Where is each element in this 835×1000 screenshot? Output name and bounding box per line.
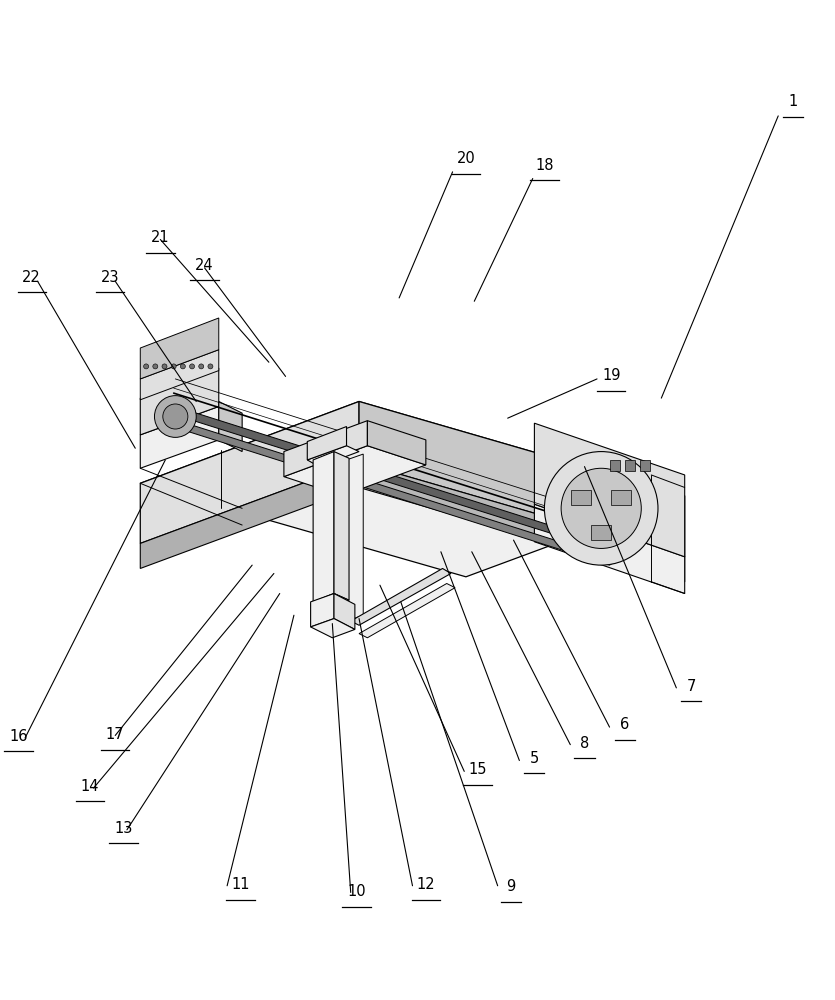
Polygon shape	[307, 446, 359, 467]
Circle shape	[153, 364, 158, 369]
Polygon shape	[347, 454, 363, 621]
Text: 24: 24	[195, 258, 214, 273]
Circle shape	[144, 364, 149, 369]
Text: 14: 14	[81, 779, 99, 794]
Circle shape	[544, 452, 658, 565]
Polygon shape	[359, 584, 455, 638]
Polygon shape	[140, 406, 219, 468]
Polygon shape	[140, 462, 359, 568]
Polygon shape	[140, 318, 219, 379]
Polygon shape	[351, 568, 451, 625]
Circle shape	[171, 364, 176, 369]
Text: 16: 16	[9, 729, 28, 744]
Polygon shape	[140, 401, 359, 543]
Circle shape	[208, 364, 213, 369]
Text: 5: 5	[529, 751, 539, 766]
Polygon shape	[311, 594, 334, 627]
Text: 18: 18	[535, 158, 554, 173]
Polygon shape	[167, 406, 618, 552]
Polygon shape	[140, 350, 219, 400]
Circle shape	[163, 404, 188, 429]
Polygon shape	[219, 401, 242, 452]
Polygon shape	[359, 462, 685, 582]
FancyBboxPatch shape	[640, 460, 650, 471]
FancyBboxPatch shape	[611, 490, 631, 505]
Text: 1: 1	[788, 94, 798, 109]
Polygon shape	[334, 594, 355, 629]
Polygon shape	[140, 368, 219, 435]
Polygon shape	[313, 452, 334, 602]
Polygon shape	[534, 504, 685, 594]
Text: 6: 6	[620, 717, 630, 732]
Text: 23: 23	[101, 270, 119, 285]
Text: 11: 11	[231, 877, 250, 892]
Text: 9: 9	[506, 879, 516, 894]
FancyBboxPatch shape	[591, 525, 611, 540]
Text: 20: 20	[457, 151, 475, 166]
Polygon shape	[534, 423, 685, 557]
Text: 17: 17	[106, 727, 124, 742]
Polygon shape	[284, 446, 426, 496]
Text: 22: 22	[23, 270, 41, 285]
Text: 21: 21	[151, 230, 170, 245]
Polygon shape	[359, 401, 685, 557]
Polygon shape	[167, 420, 618, 565]
Circle shape	[190, 364, 195, 369]
FancyBboxPatch shape	[610, 460, 620, 471]
Text: 10: 10	[347, 884, 366, 899]
Text: 13: 13	[114, 821, 133, 836]
Circle shape	[162, 364, 167, 369]
Text: 12: 12	[417, 877, 435, 892]
Polygon shape	[284, 421, 367, 477]
Polygon shape	[367, 421, 426, 465]
Polygon shape	[307, 427, 347, 460]
FancyBboxPatch shape	[571, 490, 591, 505]
Polygon shape	[313, 594, 349, 609]
Polygon shape	[311, 619, 355, 638]
Text: 15: 15	[468, 762, 487, 777]
Circle shape	[154, 396, 196, 437]
Text: 7: 7	[686, 679, 696, 694]
Circle shape	[199, 364, 204, 369]
Polygon shape	[140, 401, 685, 577]
Polygon shape	[334, 452, 349, 600]
Circle shape	[180, 364, 185, 369]
FancyBboxPatch shape	[625, 460, 635, 471]
Circle shape	[561, 468, 641, 548]
Text: 8: 8	[579, 736, 590, 750]
Text: 19: 19	[602, 368, 620, 383]
